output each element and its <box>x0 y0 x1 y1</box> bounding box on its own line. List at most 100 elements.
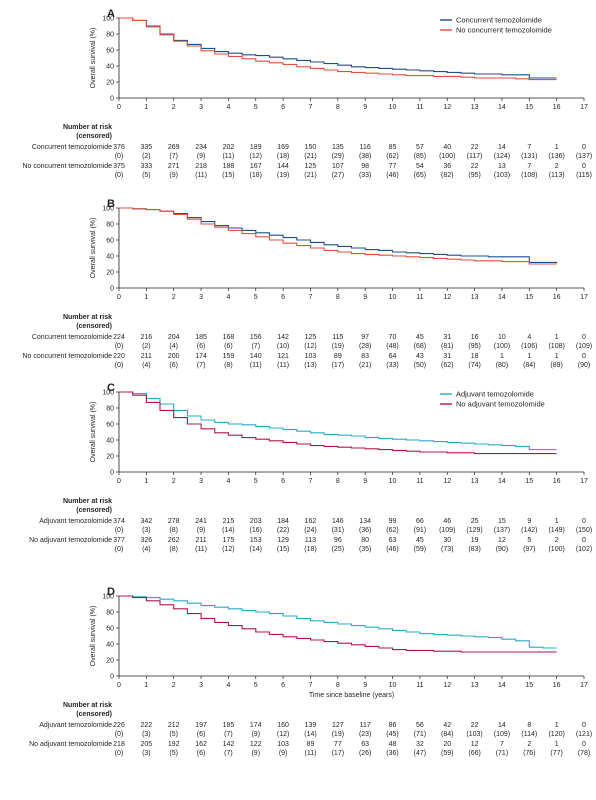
at-risk-value-b: 103 <box>305 353 317 360</box>
censored-value-d: (103) <box>466 731 482 738</box>
censored-value-b: (6) <box>197 343 206 350</box>
censored-value-b: (81) <box>441 343 453 350</box>
x-tick-label-a: 12 <box>443 104 451 111</box>
at-risk-value-b: 174 <box>195 353 207 360</box>
censored-value-d: (6) <box>197 731 206 738</box>
x-tick-label-c: 8 <box>336 478 340 485</box>
censored-value-b: (11) <box>277 362 289 369</box>
at-risk-value-a: 218 <box>195 163 207 170</box>
censored-value-d: (14) <box>304 731 316 738</box>
x-tick-label-d: 13 <box>471 682 479 689</box>
x-tick-label-c: 13 <box>471 478 479 485</box>
at-risk-value-c: 129 <box>277 537 289 544</box>
y-tick-label-b: 20 <box>106 270 114 277</box>
at-risk-value-d: 48 <box>389 741 397 748</box>
survival-curve-c-2 <box>119 391 557 455</box>
at-risk-value-d: 1 <box>555 741 559 748</box>
censored-value-c: (36) <box>359 527 371 534</box>
at-risk-value-b: 45 <box>416 334 424 341</box>
x-tick-label-b: 0 <box>117 294 121 301</box>
x-tick-label-d: 3 <box>199 682 203 689</box>
at-risk-value-a: 234 <box>195 144 207 151</box>
at-risk-value-b: 1 <box>555 334 559 341</box>
censored-value-b: (50) <box>414 362 426 369</box>
x-tick-label-c: 14 <box>498 478 506 485</box>
at-risk-value-a: 0 <box>582 163 586 170</box>
y-tick-label-d: 0 <box>110 674 114 681</box>
x-tick-label-d: 14 <box>498 682 506 689</box>
at-risk-value-a: 202 <box>223 144 235 151</box>
at-risk-value-d: 222 <box>141 722 153 729</box>
at-risk-value-d: 103 <box>277 741 289 748</box>
x-axis-title: Time since baseline (years) <box>309 692 394 699</box>
at-risk-value-b: 142 <box>277 334 289 341</box>
censored-value-d: (84) <box>441 731 453 738</box>
at-risk-value-b: 185 <box>195 334 207 341</box>
at-risk-value-a: 271 <box>168 163 180 170</box>
censored-value-d: (9) <box>279 750 288 757</box>
censored-value-a: (62) <box>386 153 398 160</box>
at-risk-value-a: 107 <box>332 163 344 170</box>
censored-value-b: (95) <box>468 343 480 350</box>
x-tick-label-a: 15 <box>525 104 533 111</box>
at-risk-value-d: 127 <box>332 722 344 729</box>
at-risk-value-a: 376 <box>113 144 125 151</box>
x-tick-label-d: 5 <box>254 682 258 689</box>
at-risk-value-c: 96 <box>334 537 342 544</box>
censored-value-d: (6) <box>197 750 206 757</box>
at-risk-value-a: 7 <box>527 144 531 151</box>
at-risk-value-d: 32 <box>416 741 424 748</box>
censored-value-c: (15) <box>277 546 289 553</box>
at-risk-value-a: 36 <box>443 163 451 170</box>
at-risk-value-a: 40 <box>443 144 451 151</box>
x-tick-label-a: 9 <box>363 104 367 111</box>
at-risk-value-c: 326 <box>141 537 153 544</box>
at-risk-value-a: 125 <box>305 163 317 170</box>
censored-value-a: (11) <box>222 153 234 160</box>
censored-value-d: (0) <box>115 731 124 738</box>
at-risk-value-d: 174 <box>250 722 262 729</box>
x-tick-label-d: 4 <box>226 682 230 689</box>
at-risk-value-b: 83 <box>361 353 369 360</box>
censored-value-c: (150) <box>576 527 592 534</box>
x-tick-label-b: 15 <box>525 294 533 301</box>
at-risk-value-d: 185 <box>223 722 235 729</box>
x-tick-label-b: 16 <box>553 294 561 301</box>
at-risk-value-a: 333 <box>141 163 153 170</box>
censored-value-d: (59) <box>441 750 453 757</box>
at-risk-value-a: 98 <box>361 163 369 170</box>
at-risk-value-a: 7 <box>527 163 531 170</box>
at-risk-value-c: 25 <box>471 518 479 525</box>
survival-curve-c-1 <box>119 391 557 451</box>
at-risk-value-a: 0 <box>582 144 586 151</box>
x-tick-label-c: 7 <box>309 478 313 485</box>
censored-value-a: (131) <box>521 153 537 160</box>
censored-value-c: (73) <box>441 546 453 553</box>
at-risk-value-d: 162 <box>195 741 207 748</box>
censored-value-c: (100) <box>548 546 564 553</box>
censored-value-d: (114) <box>521 731 537 738</box>
at-risk-value-d: 197 <box>195 722 207 729</box>
censored-value-c: (59) <box>414 546 426 553</box>
x-tick-label-c: 15 <box>525 478 533 485</box>
survival-curve-b-1 <box>119 207 558 264</box>
at-risk-value-c: 9 <box>527 518 531 525</box>
at-risk-value-a: 375 <box>113 163 125 170</box>
censored-value-c: (25) <box>332 546 344 553</box>
censored-value-a: (65) <box>414 172 426 179</box>
risk-row-label-c: Adjuvant temozolomide <box>39 518 112 525</box>
x-tick-label-d: 9 <box>363 682 367 689</box>
at-risk-value-c: 162 <box>305 518 317 525</box>
censored-value-c: (3) <box>142 527 151 534</box>
x-tick-label-a: 16 <box>553 104 561 111</box>
censored-value-a: (29) <box>332 153 344 160</box>
at-risk-value-a: 150 <box>305 144 317 151</box>
y-tick-label-c: 20 <box>106 454 114 461</box>
censored-value-b: (19) <box>332 343 344 350</box>
legend-label-c: Adjuvant temozolomide <box>456 390 534 399</box>
at-risk-value-b: 0 <box>582 353 586 360</box>
x-tick-label-a: 17 <box>580 104 588 111</box>
x-tick-label-a: 5 <box>254 104 258 111</box>
censored-value-d: (109) <box>494 731 510 738</box>
censored-value-a: (95) <box>468 172 480 179</box>
